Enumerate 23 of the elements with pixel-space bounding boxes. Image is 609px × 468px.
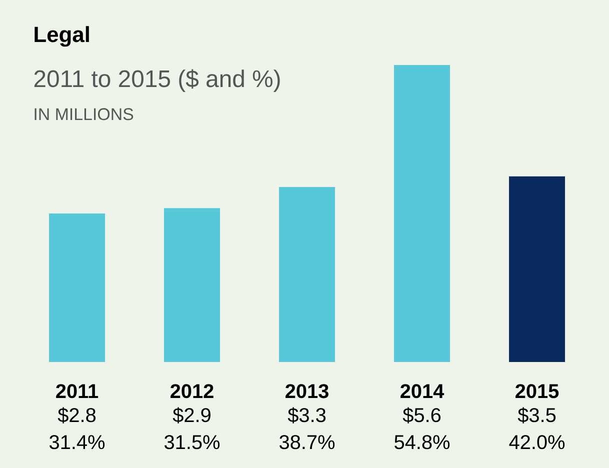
x-tick-label: 2011	[56, 384, 98, 398]
bar	[164, 208, 220, 362]
x-tick-label: 2012	[170, 384, 214, 398]
text: 38.7%	[280, 435, 335, 450]
data-label: $2.8	[58, 407, 96, 424]
chart-subtitle: 2011 to 2015 ($ and %)	[34, 69, 280, 92]
bar	[279, 186, 336, 362]
text: 31.5%	[164, 435, 220, 450]
bar	[394, 64, 450, 362]
data-label: $3.3	[288, 407, 326, 424]
bar	[509, 176, 566, 362]
text: 54.8%	[394, 435, 450, 450]
bar	[49, 213, 106, 362]
data-label: $3.5	[518, 407, 556, 424]
x-tick-label: 2015	[516, 384, 559, 398]
x-tick-label: 2014	[400, 384, 444, 398]
text: 42.0%	[509, 435, 565, 450]
chart-title: Legal	[34, 26, 89, 47]
x-tick-label: 2013	[286, 384, 328, 398]
annotation: IN MILLIONS	[34, 108, 134, 120]
text: 31.4%	[50, 435, 105, 450]
data-label: $2.9	[172, 407, 210, 424]
data-label: $5.6	[402, 407, 441, 424]
